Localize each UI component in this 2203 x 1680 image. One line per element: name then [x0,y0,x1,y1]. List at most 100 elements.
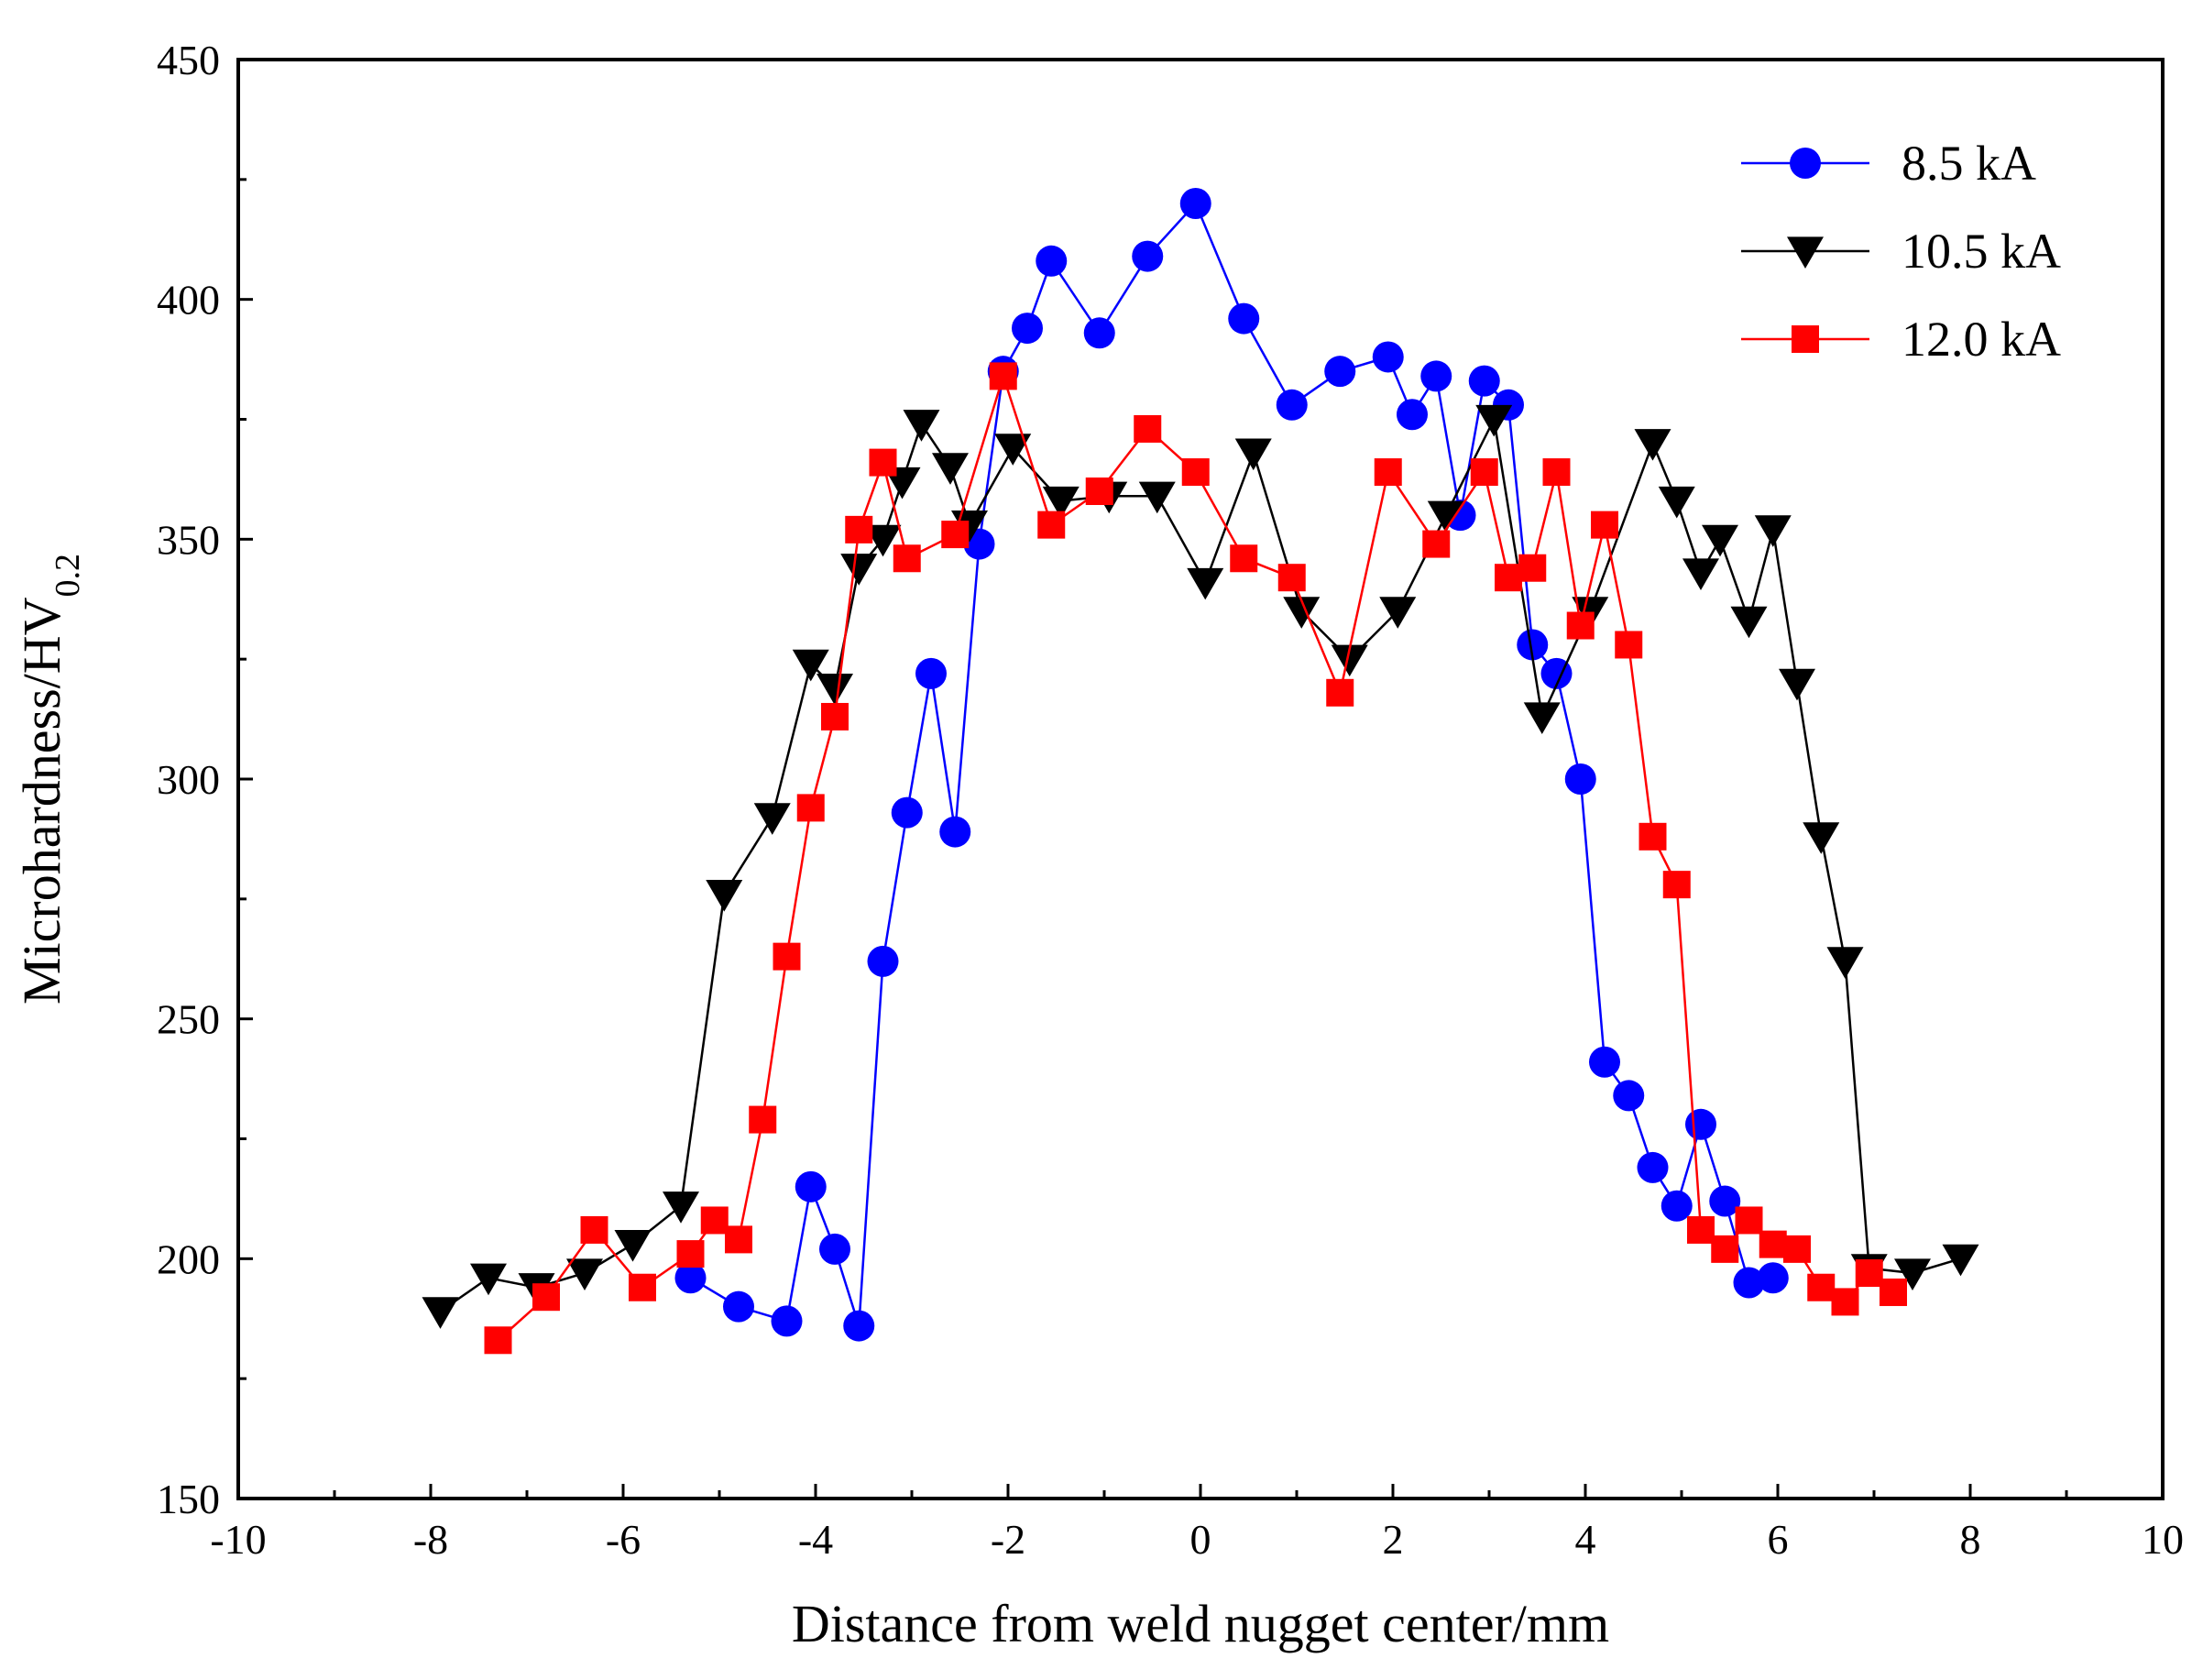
data-point [932,453,969,485]
data-point [1181,458,1210,487]
data-point [1276,389,1308,421]
data-point [566,1258,603,1291]
data-point [1085,478,1113,505]
data-point [845,515,873,544]
data-point [1855,1259,1883,1288]
data-point [1372,341,1404,373]
data-point [1687,1215,1715,1244]
x-tick-label: 0 [1190,1516,1211,1563]
data-point [1427,500,1464,533]
data-point [749,1105,777,1134]
data-point [1470,458,1498,487]
data-point [1662,871,1691,899]
data-point [1037,511,1066,539]
data-point [1564,763,1596,795]
data-point [1042,486,1080,519]
data-point [706,880,743,912]
x-axis-title: Distance from weld nugget center/mm [792,1594,1609,1653]
data-point [1783,1235,1811,1263]
data-point [1759,1230,1787,1258]
data-point [1326,678,1354,707]
y-tick-label: 150 [157,1476,220,1522]
data-point [1397,399,1428,431]
data-point [821,702,849,730]
data-point [1230,544,1258,573]
data-point [614,1230,652,1262]
data-point [1566,611,1595,640]
y-tick-label: 200 [157,1235,220,1282]
legend-item: 12.0 kA [1741,312,2061,367]
x-tick-label: -6 [606,1516,641,1563]
y-axis-title-subscript: 0.2 [49,554,87,598]
data-point [867,945,899,977]
x-tick-label: 10 [2142,1516,2184,1563]
data-point [989,362,1017,390]
data-point [1660,1190,1693,1222]
data-point [1880,1278,1907,1306]
data-point [723,1290,754,1323]
data-point [1012,313,1043,345]
data-point [1637,1151,1669,1183]
data-point [994,434,1032,466]
data-point [484,1326,512,1355]
data-point [422,1297,459,1329]
data-point [1518,554,1547,582]
y-tick-label: 400 [157,277,220,324]
data-point [817,673,853,706]
data-point [796,794,825,822]
data-point [1495,564,1522,592]
data-point [843,1310,875,1342]
data-point [1942,1244,1979,1277]
legend-marker [1792,325,1819,353]
data-point [1187,567,1224,600]
data-point [1277,564,1306,592]
data-point [1733,1267,1765,1299]
y-axis-title: Microhardness/HV0.2 [12,554,87,1005]
data-point [1685,1108,1716,1140]
data-point [532,1283,560,1312]
series-line [689,202,1774,1327]
legend-item: 10.5 kA [1741,224,2061,279]
data-point [1179,188,1211,219]
data-point [1132,240,1164,272]
x-tick-label: -8 [413,1516,448,1563]
data-point [941,521,970,549]
data-point [1083,317,1115,349]
x-tick-label: 8 [1960,1516,1981,1563]
legend: 8.5 kA 10.5 kA 12.0 kA [1741,136,2061,367]
data-point [1658,486,1695,519]
data-point [1324,356,1356,388]
data-point [891,796,923,829]
data-point [1826,947,1864,979]
data-point [1807,1273,1836,1301]
data-point [1803,822,1840,854]
data-point [1475,404,1513,437]
series-8-5-ka [674,188,1789,1342]
y-axis-title-main: Microhardness/HV [12,597,71,1005]
data-point [1639,822,1667,851]
data-point [840,554,878,586]
data-point [1379,597,1417,629]
y-tick-label: 250 [157,996,220,1043]
data-point [869,448,897,477]
x-tick-label: 6 [1768,1516,1789,1563]
data-point [1138,481,1176,514]
data-point [674,1262,707,1294]
data-point [580,1215,608,1244]
legend-marker [1787,236,1824,269]
data-point [792,649,829,682]
data-point [1234,438,1272,471]
data-point [795,1170,827,1202]
data-point [700,1206,729,1235]
data-point [1730,606,1768,639]
data-point [1374,458,1402,487]
x-tick-label: -2 [991,1516,1025,1563]
data-point [1228,302,1260,335]
data-point [903,410,940,442]
x-tick-label: -4 [798,1516,833,1563]
data-point [1709,1185,1741,1217]
data-point [819,1233,850,1265]
data-point [1468,365,1500,397]
data-point [1779,668,1815,701]
x-tick-label: -10 [210,1516,266,1563]
